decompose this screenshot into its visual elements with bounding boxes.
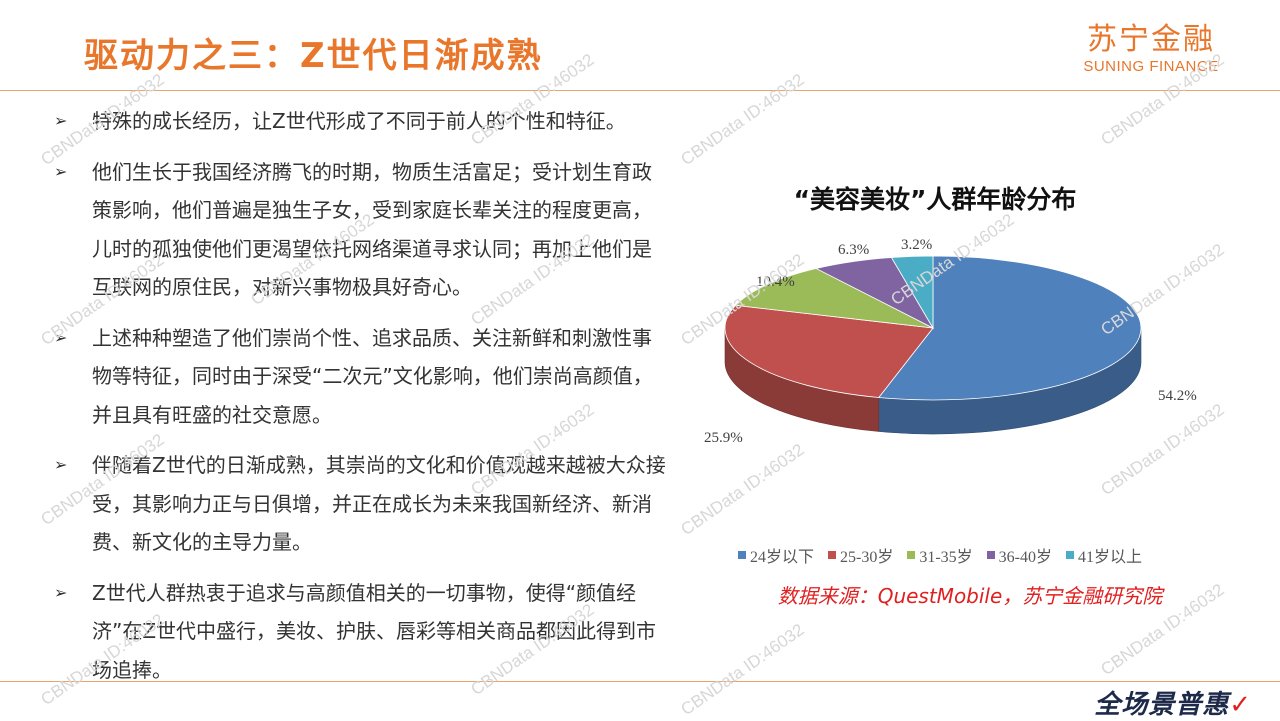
legend-item: 25-30岁 [827,543,894,567]
bullet-arrow-icon: ➢ [54,327,68,347]
watermark-text: CBNData ID:46032 [677,620,808,720]
bullet-item: ➢ 上述种种塑造了他们崇尚个性、追求品质、关注新鲜和刺激性事物等特征，同时由于深受… [50,319,670,435]
pie-data-label: 3.2% [901,237,932,253]
legend-label: 36-40岁 [998,549,1053,566]
bullet-text: 特殊的成长经历，让Z世代形成了不同于前人的个性和特征。 [92,109,626,133]
footer-logo: 全场景普惠✓ [1094,684,1252,721]
check-icon: ✓ [1229,690,1252,720]
pie-data-label: 6.3% [838,242,869,258]
legend-item: 24岁以下 [737,543,814,567]
legend-item: 31-35岁 [907,543,973,567]
bullet-text: 伴随着Z世代的日渐成熟，其崇尚的文化和价值观越来越被大众接受，其影响力正与日俱增… [92,453,666,554]
chart-legend: 24岁以下 25-30岁 31-35岁 36-40岁 41岁以上 [700,543,1180,567]
header-divider [0,90,1280,91]
bullet-item: ➢ Z世代人群热衷于追求与高颜值相关的一切事物，使得“颜值经济”在Z世代中盛行，美… [50,574,670,690]
legend-label: 31-35岁 [919,549,973,566]
legend-label: 24岁以下 [749,549,814,566]
bullet-item: ➢ 他们生长于我国经济腾飞的时期，物质生活富足；受计划生育政策影响，他们普遍是独生… [50,153,670,307]
pie-chart: 54.2% 25.9% 10.4% 6.3% 3.2% [704,237,1197,446]
pie-slice [890,255,934,330]
legend-label: 41岁以上 [1078,549,1143,566]
page-title: 驱动力之三：Z世代日渐成熟 [84,36,543,76]
legend-item: 41岁以上 [1066,543,1142,567]
logo-en-text: SUNING FINANCE [1083,58,1219,75]
legend-item: 36-40岁 [986,543,1053,567]
pie-slice [734,268,934,329]
pie-slice [877,255,1142,401]
footer-divider [0,681,1280,682]
chart-title: “美容美妆”人群年龄分布 [793,185,1077,214]
legend-swatch [907,551,916,559]
bullet-item: ➢ 特殊的成长经历，让Z世代形成了不同于前人的个性和特征。 [50,102,670,141]
legend-label: 25-30岁 [839,549,894,566]
legend-swatch [986,551,995,559]
legend-swatch [827,551,836,559]
legend-swatch [737,551,746,559]
suning-finance-logo: 苏宁金融 SUNING FINANCE [1066,22,1236,76]
bullet-arrow-icon: ➢ [54,582,68,602]
pie-data-label: 10.4% [756,274,795,290]
bullet-arrow-icon: ➢ [54,161,68,181]
bullet-arrow-icon: ➢ [54,455,68,474]
bullet-arrow-icon: ➢ [54,111,68,130]
footer-logo-text: 全场景普惠 [1094,690,1230,720]
logo-cn-text: 苏宁金融 [1087,22,1215,57]
legend-swatch [1066,551,1075,559]
bullet-item: ➢ 伴随着Z世代的日渐成熟，其崇尚的文化和价值观越来越被大众接受，其影响力正与日俱… [50,446,670,562]
bullet-text: Z世代人群热衷于追求与高颜值相关的一切事物，使得“颜值经济”在Z世代中盛行，美妆… [92,580,657,682]
pie-data-label: 25.9% [704,430,743,446]
watermark-text: CBNData ID:46032 [677,70,808,170]
bullet-text: 他们生长于我国经济腾飞的时期，物质生活富足；受计划生育政策影响，他们普遍是独生子… [92,159,652,300]
pie-slice [724,304,934,398]
data-source-note: 数据来源：QuestMobile，苏宁金融研究院 [777,584,1163,608]
bullet-list: ➢ 特殊的成长经历，让Z世代形成了不同于前人的个性和特征。 ➢ 他们生长于我国经济腾… [50,102,670,701]
bullet-text: 上述种种塑造了他们崇尚个性、追求品质、关注新鲜和刺激性事物等特征，同时由于深受“… [92,325,653,427]
pie-data-label: 54.2% [1158,388,1197,404]
